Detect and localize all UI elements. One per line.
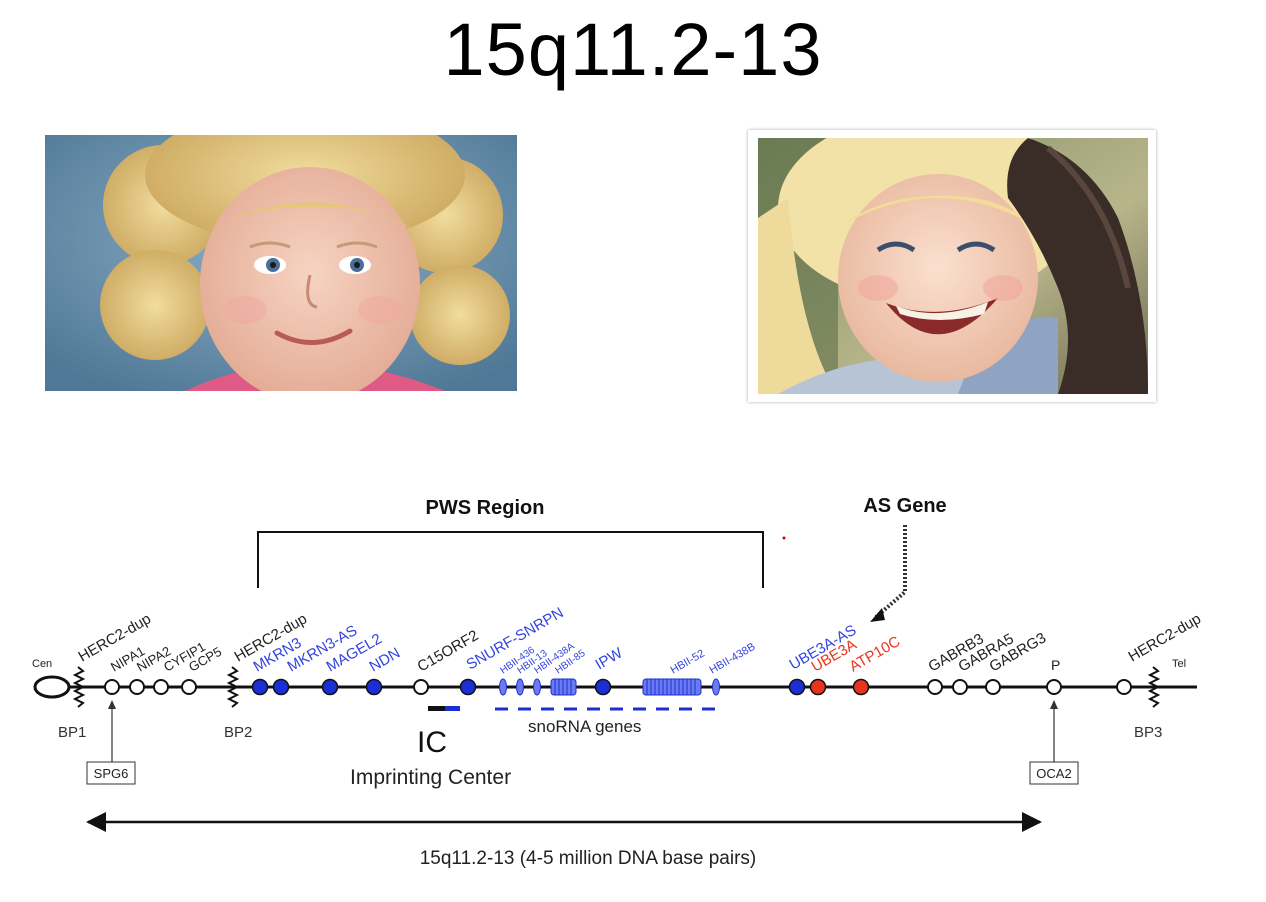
- spg6-label: SPG6: [94, 766, 129, 781]
- gene-label: IPW: [593, 644, 627, 673]
- spg6-box: [86, 761, 136, 785]
- pws-region-label: PWS Region: [426, 497, 545, 519]
- gene-marker-gabrg3: [985, 679, 1001, 695]
- gene-marker-hbii-438a: [533, 678, 541, 696]
- gene-marker-gcp5: [181, 679, 197, 695]
- gene-marker-ipw: [594, 678, 612, 696]
- gene-marker-hbii-436: [499, 678, 507, 696]
- as-gene-arrow: [874, 525, 907, 619]
- page-title: 15q11.2-13: [443, 8, 823, 91]
- gene-marker-ube3a: [809, 678, 827, 696]
- bp2-zigzag: [226, 666, 240, 708]
- child-portrait-photo: [45, 135, 517, 391]
- ic-full-label: Imprinting Center: [350, 766, 511, 789]
- gene-marker-herc2-dup-tel: [1116, 679, 1132, 695]
- ic-bar-black: [428, 706, 445, 711]
- bp3-zigzag: [1147, 666, 1161, 708]
- gene-label: HBII-52: [669, 648, 707, 677]
- gene-marker-hbii-13: [516, 678, 524, 696]
- cen-label: Cen: [32, 658, 52, 670]
- gene-marker-ube3a-as: [788, 678, 806, 696]
- gene-marker-hbii-438b: [712, 678, 720, 696]
- gene-marker-gabra5: [952, 679, 968, 695]
- span-label: 15q11.2-13 (4-5 million DNA base pairs): [420, 848, 757, 869]
- tel-label: Tel: [1172, 658, 1186, 670]
- gene-marker-ndn: [365, 678, 383, 696]
- child-laughing-photo: [748, 130, 1156, 402]
- gene-marker-cyfip1: [153, 679, 169, 695]
- gene-marker-hbii-52: [642, 678, 702, 696]
- oca2-box: [1029, 761, 1079, 785]
- as-gene-label: AS Gene: [863, 495, 946, 517]
- bp3-label: BP3: [1134, 724, 1162, 741]
- gene-label: HERC2-dup: [1126, 610, 1205, 665]
- gene-marker-atp10c: [852, 678, 870, 696]
- bp1-label: BP1: [58, 724, 86, 741]
- gene-label: HBII-438B: [708, 641, 758, 677]
- gene-marker-mkrn3: [251, 678, 269, 696]
- gene-marker-mkrn3-as: [272, 678, 290, 696]
- gene-marker-p: [1046, 679, 1062, 695]
- gene-label: ATP10C: [847, 633, 904, 676]
- ic-bar-blue: [445, 706, 460, 711]
- chromosome-diagram: PWS Region AS Gene Cen Tel BP1 BP2 BP3: [32, 495, 1205, 869]
- as-gene-arrowhead: [870, 608, 885, 622]
- bp2-label: BP2: [224, 724, 252, 741]
- gene-marker-gabrb3: [927, 679, 943, 695]
- gene-marker-c15orf2: [413, 679, 429, 695]
- gene-labels: HERC2-dup NIPA1 NIPA2 CYFIP1 GCP5 HERC2-…: [76, 604, 1205, 676]
- gene-label: P: [1051, 657, 1060, 673]
- snorna-label: snoRNA genes: [528, 717, 641, 736]
- gene-marker-nipa1: [104, 679, 120, 695]
- gene-marker-nipa2: [129, 679, 145, 695]
- oca2-label: OCA2: [1036, 766, 1071, 781]
- bp1-zigzag: [72, 666, 86, 708]
- pws-region-bracket: [257, 531, 764, 588]
- gene-marker-snurf-snrpn: [459, 678, 477, 696]
- gene-markers: [104, 678, 1132, 696]
- ic-label: IC: [417, 726, 447, 759]
- gene-marker-magel2: [321, 678, 339, 696]
- centromere: [33, 675, 71, 699]
